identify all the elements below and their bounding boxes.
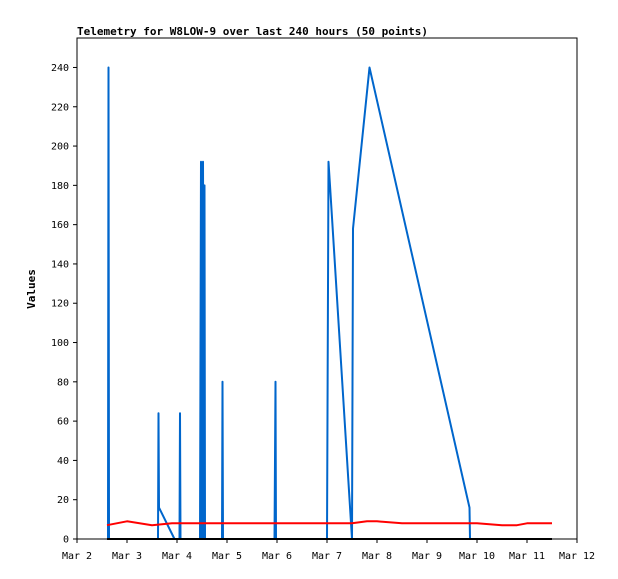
x-tick-label: Mar 10 — [459, 551, 495, 562]
chart-title: Telemetry for W8LOW-9 over last 240 hour… — [77, 25, 428, 38]
y-axis: 0 20 40 60 80 100 120 140 160 180 200 220 240 — [51, 63, 77, 546]
y-tick-label: 100 — [51, 338, 69, 349]
x-axis: Mar 2 Mar 3 Mar 4 Mar 5 Mar 6 Mar 7 Mar 8 Mar 9… — [62, 539, 595, 562]
y-tick-label: 200 — [51, 142, 69, 153]
x-tick-label: Mar 7 — [312, 551, 342, 562]
series-layer — [106, 66, 552, 540]
y-tick-label: 60 — [57, 417, 69, 428]
y-tick-label: 20 — [57, 495, 69, 506]
y-axis-label: Values — [25, 269, 38, 309]
series-line-2 — [106, 520, 552, 527]
x-tick-label: Mar 11 — [509, 551, 545, 562]
x-tick-label: Mar 3 — [112, 551, 142, 562]
y-tick-label: 80 — [57, 377, 69, 388]
y-tick-label: 0 — [63, 535, 69, 546]
x-tick-label: Mar 8 — [362, 551, 392, 562]
x-tick-label: Mar 4 — [162, 551, 192, 562]
y-tick-label: 120 — [51, 299, 69, 310]
y-tick-label: 240 — [51, 63, 69, 74]
x-tick-label: Mar 5 — [212, 551, 242, 562]
y-tick-label: 40 — [57, 456, 69, 467]
series-line-1 — [107, 66, 471, 540]
y-tick-label: 140 — [51, 259, 69, 270]
x-tick-label: Mar 9 — [412, 551, 442, 562]
y-tick-label: 180 — [51, 181, 69, 192]
x-tick-label: Mar 2 — [62, 551, 92, 562]
x-tick-label: Mar 6 — [262, 551, 292, 562]
x-tick-label: Mar 12 — [559, 551, 595, 562]
y-tick-label: 220 — [51, 102, 69, 113]
y-tick-label: 160 — [51, 220, 69, 231]
